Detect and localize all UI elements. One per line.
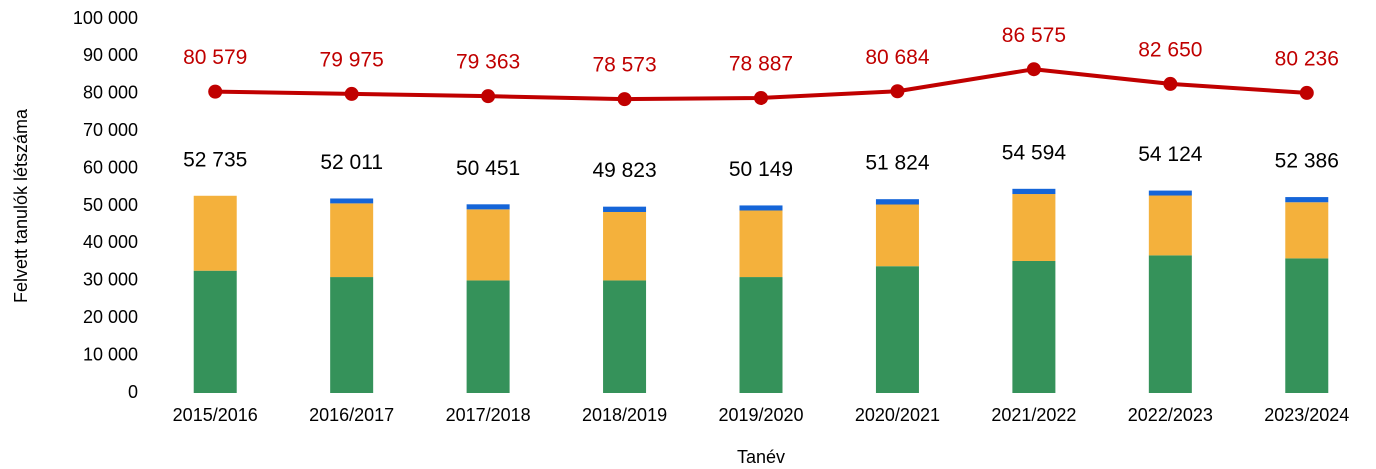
line-marker (754, 90, 768, 105)
bar-segment (1012, 188, 1056, 195)
line-value-label: 80 236 (1275, 47, 1339, 70)
y-tick-label: 80 000 (83, 83, 138, 103)
bar-segment (1148, 190, 1192, 196)
total-label: 52 735 (183, 148, 247, 171)
bar-segment (193, 270, 237, 393)
bar-segment (330, 203, 374, 278)
x-tick-label: 2016/2017 (309, 405, 394, 425)
bar-segment (739, 277, 783, 393)
x-tick-label: 2020/2021 (855, 405, 940, 425)
line-value-label: 80 684 (865, 46, 930, 69)
y-tick-label: 50 000 (83, 195, 138, 215)
bar-segment (1285, 197, 1329, 203)
bar-segment (466, 209, 510, 281)
bar-segment (466, 204, 510, 210)
line-marker (344, 86, 359, 101)
total-label: 52 386 (1275, 150, 1339, 173)
line-marker (617, 92, 632, 107)
line-marker (481, 89, 496, 104)
y-tick-label: 70 000 (83, 120, 138, 140)
line-value-label: 78 887 (729, 53, 793, 76)
x-axis-title: Tanév (737, 447, 785, 467)
bar-segment (330, 277, 374, 393)
total-label: 52 011 (320, 151, 383, 174)
bar-segment (875, 204, 919, 267)
bar-segment (739, 205, 783, 211)
line-marker (1163, 76, 1178, 91)
x-tick-label: 2017/2018 (446, 405, 531, 425)
y-tick-label: 0 (128, 382, 138, 402)
line-value-label: 82 650 (1138, 38, 1202, 61)
y-tick-label: 40 000 (83, 232, 138, 252)
x-tick-label: 2019/2020 (718, 405, 803, 425)
line-value-label: 78 573 (592, 54, 656, 77)
line-value-label: 79 363 (456, 51, 520, 74)
total-label: 50 149 (729, 158, 793, 181)
bar-segment (193, 195, 237, 271)
total-label: 51 824 (865, 152, 930, 175)
line-marker (208, 84, 223, 99)
total-label: 54 594 (1002, 141, 1067, 164)
y-axis-title: Felvett tanulók létszáma (11, 108, 31, 303)
bar-segment (603, 206, 647, 212)
y-tick-label: 20 000 (83, 307, 138, 327)
x-tick-label: 2021/2022 (991, 405, 1076, 425)
total-label: 49 823 (592, 159, 656, 182)
bar-segment (739, 210, 783, 278)
bar-segment (1285, 202, 1329, 259)
line-marker (1026, 62, 1041, 77)
y-tick-label: 10 000 (83, 344, 138, 364)
bar-segment (875, 199, 919, 205)
x-tick-label: 2023/2024 (1264, 405, 1349, 425)
y-tick-label: 100 000 (73, 8, 138, 28)
line-marker (890, 84, 905, 99)
bar-segment (1012, 260, 1056, 393)
bar-segment (1285, 258, 1329, 393)
line-value-label: 80 579 (183, 46, 247, 69)
bar-segment (466, 280, 510, 393)
line-marker (1299, 85, 1314, 100)
total-label: 54 124 (1138, 143, 1203, 166)
y-tick-label: 30 000 (83, 270, 138, 290)
bar-segment (1148, 195, 1192, 256)
x-tick-label: 2018/2019 (582, 405, 667, 425)
bar-segment (1148, 255, 1192, 393)
x-tick-label: 2022/2023 (1128, 405, 1213, 425)
x-tick-label: 2015/2016 (173, 405, 258, 425)
bar-segment (875, 266, 919, 393)
line-value-label: 79 975 (320, 48, 384, 71)
y-tick-label: 90 000 (83, 45, 138, 65)
y-tick-label: 60 000 (83, 157, 138, 177)
bar-segment (603, 211, 647, 281)
bar-segment (330, 198, 374, 204)
bar-segment (1012, 194, 1056, 261)
line-value-label: 86 575 (1002, 24, 1066, 47)
total-label: 50 451 (456, 157, 520, 180)
bar-segment (603, 280, 647, 393)
